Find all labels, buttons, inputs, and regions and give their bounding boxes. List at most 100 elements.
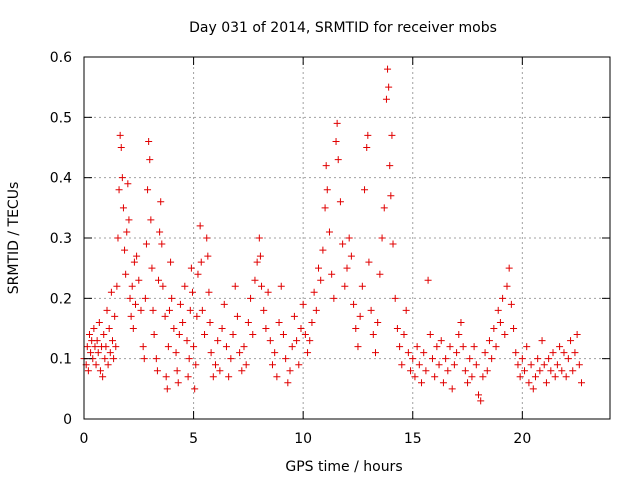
data-point <box>334 156 342 164</box>
data-point <box>262 325 270 332</box>
data-point <box>516 373 524 381</box>
data-point <box>123 228 131 236</box>
data-point <box>304 349 312 357</box>
data-point <box>140 355 148 363</box>
data-point <box>156 228 164 236</box>
data-point <box>279 331 287 339</box>
data-point <box>149 306 157 314</box>
data-point <box>564 355 572 363</box>
data-point <box>466 355 474 363</box>
data-point <box>453 349 461 357</box>
data-point <box>492 343 500 351</box>
data-point <box>102 343 110 351</box>
data-point <box>286 367 294 375</box>
data-point <box>115 186 123 194</box>
data-point <box>571 349 579 357</box>
data-point <box>503 282 511 290</box>
data-point <box>433 343 441 351</box>
data-point <box>168 294 176 302</box>
data-point <box>187 264 195 272</box>
data-point <box>356 312 364 320</box>
data-point <box>277 282 285 290</box>
data-point <box>107 288 115 296</box>
y-tick-label: 0.1 <box>50 352 72 368</box>
data-point <box>534 355 542 363</box>
data-point <box>242 361 250 369</box>
data-point <box>371 349 379 357</box>
data-point <box>560 349 568 357</box>
data-point <box>553 361 561 369</box>
data-point <box>85 331 93 339</box>
data-point <box>122 270 130 278</box>
data-point <box>179 318 187 326</box>
data-point <box>499 294 507 302</box>
data-point <box>409 355 417 363</box>
data-point <box>258 282 266 290</box>
data-point <box>110 355 118 363</box>
data-point <box>181 282 189 290</box>
data-point <box>333 119 341 127</box>
data-point <box>130 258 138 266</box>
data-point <box>457 318 465 326</box>
data-point <box>310 288 318 296</box>
data-point <box>99 373 107 381</box>
data-point <box>229 331 237 339</box>
data-point <box>90 325 98 332</box>
data-point <box>330 294 338 302</box>
data-point <box>461 367 469 375</box>
data-point <box>162 373 170 381</box>
data-point <box>113 282 121 290</box>
data-point <box>233 312 241 320</box>
data-point <box>551 373 559 381</box>
y-tick-label: 0.3 <box>50 231 72 247</box>
data-point <box>558 367 566 375</box>
data-point <box>133 252 141 260</box>
data-point <box>418 379 426 387</box>
data-point <box>299 300 307 308</box>
data-point <box>266 337 274 345</box>
data-point <box>413 343 421 351</box>
data-point <box>439 379 447 387</box>
data-point <box>83 343 91 351</box>
data-point <box>260 306 268 314</box>
data-point <box>284 379 292 387</box>
data-point <box>319 246 327 254</box>
y-tick-label: 0.2 <box>50 291 72 307</box>
data-point <box>567 337 575 345</box>
data-point <box>448 385 456 393</box>
data-point <box>389 240 397 248</box>
data-point <box>173 367 181 375</box>
y-tick-label: 0.5 <box>50 110 72 126</box>
data-point <box>525 379 533 387</box>
data-point <box>428 355 436 363</box>
data-point <box>191 385 199 393</box>
data-point <box>538 337 546 345</box>
data-point <box>542 379 550 387</box>
data-point <box>116 131 124 139</box>
data-point <box>275 318 283 326</box>
data-point <box>231 282 239 290</box>
data-point <box>343 264 351 272</box>
data-point <box>268 361 276 369</box>
data-point <box>185 355 193 363</box>
data-point <box>255 234 263 242</box>
data-point <box>376 270 384 278</box>
data-point <box>161 312 169 320</box>
data-point <box>322 162 330 170</box>
data-point <box>201 331 209 339</box>
data-point <box>207 349 215 357</box>
data-point <box>387 192 395 200</box>
x-tick-label: 15 <box>404 431 422 447</box>
data-point <box>271 349 279 357</box>
data-point <box>127 312 135 320</box>
data-point <box>132 300 140 308</box>
data-point <box>100 331 108 339</box>
data-point <box>510 325 518 332</box>
data-point <box>363 144 371 151</box>
data-point <box>203 234 211 242</box>
data-point <box>380 204 388 212</box>
data-point <box>424 276 432 284</box>
data-point <box>407 367 415 375</box>
data-point <box>198 306 206 314</box>
